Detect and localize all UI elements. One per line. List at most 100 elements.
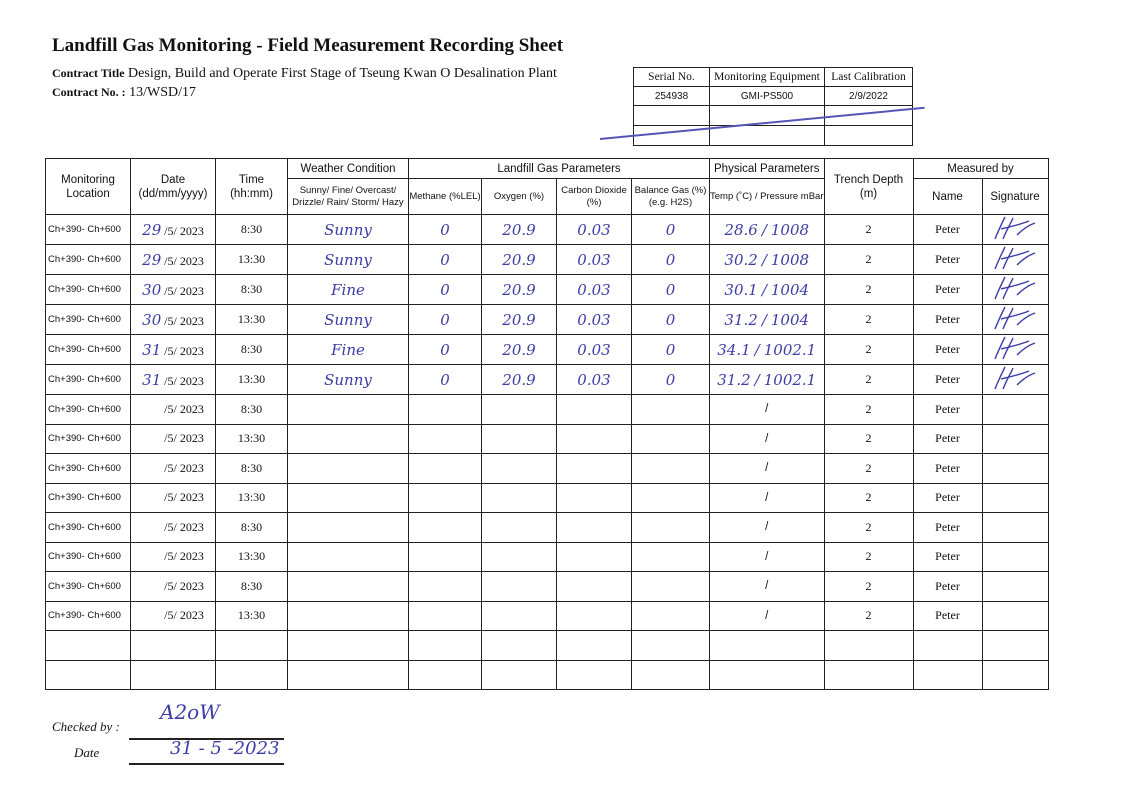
signature-cell[interactable] [981,453,1049,484]
date-cell[interactable]: /5/ 2023 [130,571,216,602]
name-cell[interactable]: Peter [912,304,983,335]
depth-cell[interactable]: 2 [823,541,914,572]
time-cell[interactable]: 13:30 [215,364,288,395]
weather-cell[interactable]: Fine [287,274,409,305]
co2-cell[interactable] [556,394,632,425]
depth-cell[interactable]: 2 [823,600,914,631]
depth-cell[interactable]: 2 [823,571,914,602]
date-cell[interactable]: /5/ 2023 [130,423,216,454]
depth-cell[interactable]: 2 [823,482,914,513]
time-cell[interactable]: 8:30 [215,274,288,305]
temp-pressure-cell[interactable]: 30.2/1008 [709,244,825,275]
co2-cell[interactable]: 0.03 [556,244,632,275]
balance-cell[interactable] [631,394,710,425]
location-cell[interactable]: Ch+390- Ch+600 [45,364,131,395]
methane-cell[interactable] [408,423,482,454]
oxygen-cell[interactable]: 20.9 [481,274,557,305]
balance-cell[interactable]: 0 [631,214,710,245]
depth-cell[interactable]: 2 [823,274,914,305]
date-cell[interactable]: 30/5/ 2023 [130,274,216,305]
time-cell[interactable]: 13:30 [215,244,288,275]
temp-pressure-cell[interactable]: / [709,453,825,484]
temp-pressure-cell[interactable]: 34.1/1002.1 [709,334,825,365]
balance-cell[interactable] [631,541,710,572]
balance-cell[interactable]: 0 [631,334,710,365]
time-cell[interactable]: 8:30 [215,571,288,602]
date-cell[interactable]: /5/ 2023 [130,541,216,572]
name-cell[interactable]: Peter [912,394,983,425]
location-cell[interactable]: Ch+390- Ch+600 [45,334,131,365]
signature-cell[interactable] [981,541,1049,572]
weather-cell[interactable]: Sunny [287,244,409,275]
methane-cell[interactable]: 0 [408,214,482,245]
location-cell[interactable]: Ch+390- Ch+600 [45,394,131,425]
signature-cell[interactable] [981,423,1049,454]
date-cell[interactable]: 29/5/ 2023 [130,214,216,245]
location-cell[interactable]: Ch+390- Ch+600 [45,453,131,484]
oxygen-cell[interactable] [481,541,557,572]
depth-cell[interactable]: 2 [823,334,914,365]
weather-cell[interactable] [287,571,409,602]
name-cell[interactable]: Peter [912,214,983,245]
methane-cell[interactable] [408,541,482,572]
balance-cell[interactable] [631,423,710,454]
signature-cell[interactable] [981,214,1049,245]
co2-cell[interactable]: 0.03 [556,334,632,365]
methane-cell[interactable] [408,453,482,484]
date-cell[interactable]: /5/ 2023 [130,600,216,631]
date-cell[interactable]: 29/5/ 2023 [130,244,216,275]
co2-cell[interactable] [556,541,632,572]
weather-cell[interactable] [287,482,409,513]
depth-cell[interactable]: 2 [823,423,914,454]
name-cell[interactable]: Peter [912,334,983,365]
name-cell[interactable]: Peter [912,364,983,395]
balance-cell[interactable] [631,512,710,543]
weather-cell[interactable] [287,394,409,425]
location-cell[interactable]: Ch+390- Ch+600 [45,482,131,513]
oxygen-cell[interactable]: 20.9 [481,364,557,395]
depth-cell[interactable]: 2 [823,453,914,484]
signature-cell[interactable] [981,482,1049,513]
date-cell[interactable]: /5/ 2023 [130,482,216,513]
location-cell[interactable]: Ch+390- Ch+600 [45,571,131,602]
signature-cell[interactable] [981,244,1049,275]
location-cell[interactable]: Ch+390- Ch+600 [45,244,131,275]
oxygen-cell[interactable] [481,394,557,425]
time-cell[interactable]: 13:30 [215,482,288,513]
time-cell[interactable]: 8:30 [215,512,288,543]
temp-pressure-cell[interactable]: / [709,541,825,572]
temp-pressure-cell[interactable]: / [709,600,825,631]
weather-cell[interactable] [287,423,409,454]
temp-pressure-cell[interactable]: / [709,423,825,454]
balance-cell[interactable] [631,571,710,602]
name-cell[interactable]: Peter [912,453,983,484]
methane-cell[interactable]: 0 [408,334,482,365]
temp-pressure-cell[interactable]: 31.2/1004 [709,304,825,335]
balance-cell[interactable]: 0 [631,274,710,305]
time-cell[interactable]: 13:30 [215,600,288,631]
methane-cell[interactable] [408,600,482,631]
co2-cell[interactable] [556,423,632,454]
depth-cell[interactable]: 2 [823,304,914,335]
methane-cell[interactable] [408,571,482,602]
co2-cell[interactable] [556,571,632,602]
date-cell[interactable]: /5/ 2023 [130,453,216,484]
name-cell[interactable]: Peter [912,274,983,305]
co2-cell[interactable]: 0.03 [556,304,632,335]
signature-cell[interactable] [981,394,1049,425]
balance-cell[interactable] [631,600,710,631]
location-cell[interactable]: Ch+390- Ch+600 [45,304,131,335]
balance-cell[interactable]: 0 [631,244,710,275]
time-cell[interactable]: 13:30 [215,423,288,454]
weather-cell[interactable] [287,512,409,543]
balance-cell[interactable]: 0 [631,304,710,335]
oxygen-cell[interactable] [481,423,557,454]
temp-pressure-cell[interactable]: 31.2/1002.1 [709,364,825,395]
signature-cell[interactable] [981,512,1049,543]
co2-cell[interactable] [556,512,632,543]
name-cell[interactable]: Peter [912,482,983,513]
temp-pressure-cell[interactable]: / [709,394,825,425]
time-cell[interactable]: 13:30 [215,541,288,572]
weather-cell[interactable]: Fine [287,334,409,365]
signature-cell[interactable] [981,334,1049,365]
